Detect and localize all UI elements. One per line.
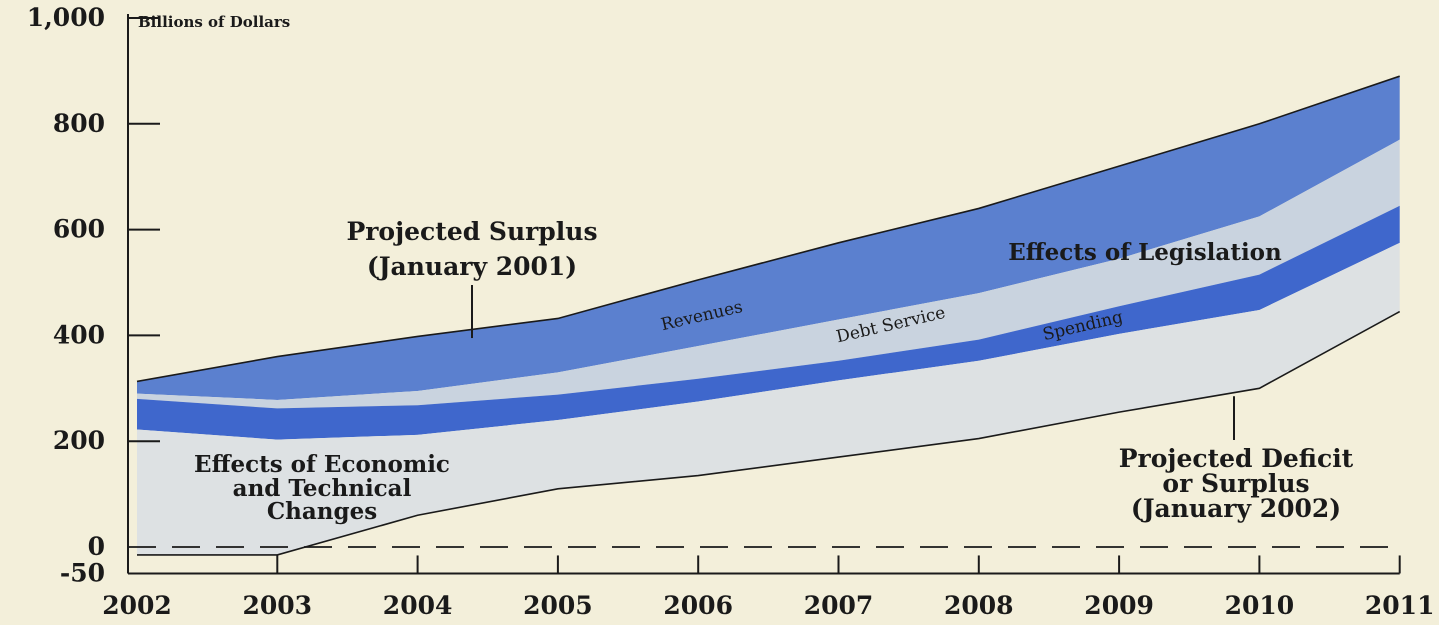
x-tick-label: 2006 <box>663 591 733 620</box>
x-tick-label: 2004 <box>383 591 453 620</box>
chart-ticks: 1,000 800 600 400 200 0-50 2002 2003 2004 2005 200… <box>27 3 1435 620</box>
x-tick-label: 2003 <box>243 591 313 620</box>
annotation-economic-line3: Changes <box>267 498 377 525</box>
band-revenues <box>137 76 1400 400</box>
line-jan2001-surplus <box>136 75 1400 383</box>
band-economic-technical <box>137 242 1400 555</box>
x-tick-label: 2010 <box>1225 591 1295 620</box>
annotation-jan2001-line1: Projected Surplus <box>346 217 597 246</box>
annotation-jan2002-line1: Projected Deficit <box>1119 444 1354 473</box>
y-tick-label: -50 <box>60 558 105 587</box>
line-jan2002-projection <box>137 310 1401 556</box>
chart-boundary-lines <box>136 75 1401 556</box>
annotation-legislation: Effects of Legislation <box>1008 239 1282 266</box>
x-tick-label: 2008 <box>944 591 1014 620</box>
band-debt-service <box>137 139 1400 409</box>
x-tick-label: 2011 <box>1365 591 1435 620</box>
x-tick-label: 2005 <box>523 591 593 620</box>
y-tick-label: 600 <box>53 215 105 244</box>
annotation-economic-line1: Effects of Economic <box>194 451 450 478</box>
y-tick-label: 0 <box>88 532 105 561</box>
y-tick-label: 800 <box>53 109 105 138</box>
annotation-economic-line2: and Technical <box>233 475 412 502</box>
annotation-jan2002-line3: (January 2002) <box>1131 494 1341 523</box>
y-tick-label: 1,000 <box>27 3 105 32</box>
y-tick-label: 200 <box>53 426 105 455</box>
y-tick-label: 400 <box>53 320 105 349</box>
chart-annotations: Billions of Dollars Projected Surplus (J… <box>138 13 1354 525</box>
chart-axes <box>127 14 1400 575</box>
chart-bands <box>137 76 1400 555</box>
y-axis-label: Billions of Dollars <box>138 13 290 31</box>
x-tick-label: 2002 <box>102 591 172 620</box>
x-tick-label: 2009 <box>1084 591 1154 620</box>
x-tick-label: 2007 <box>804 591 874 620</box>
annotation-jan2001-line2: (January 2001) <box>367 252 577 281</box>
annotation-jan2002-line2: or Surplus <box>1162 469 1309 498</box>
band-spending <box>137 205 1400 440</box>
